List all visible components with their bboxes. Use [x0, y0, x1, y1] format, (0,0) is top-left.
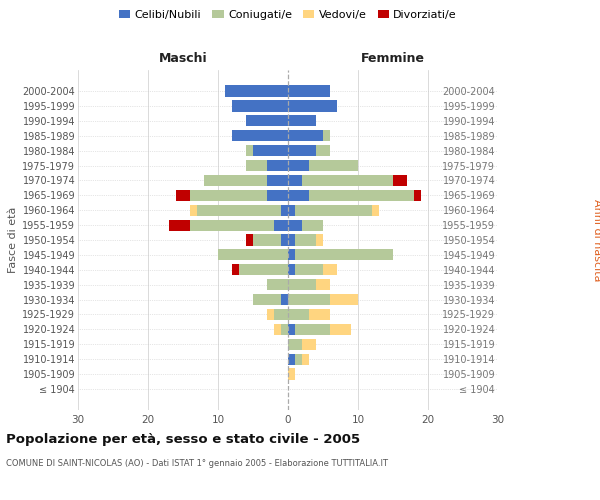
- Bar: [302, 220, 323, 230]
- Bar: [267, 190, 288, 201]
- Bar: [288, 115, 316, 126]
- Bar: [316, 279, 330, 290]
- Bar: [295, 250, 393, 260]
- Bar: [295, 324, 330, 335]
- Bar: [274, 220, 288, 230]
- Bar: [288, 338, 302, 350]
- Bar: [288, 309, 309, 320]
- Bar: [281, 204, 288, 216]
- Bar: [267, 309, 274, 320]
- Bar: [267, 175, 288, 186]
- Bar: [295, 354, 302, 365]
- Bar: [316, 234, 323, 246]
- Bar: [246, 234, 253, 246]
- Bar: [288, 130, 323, 141]
- Bar: [288, 220, 302, 230]
- Bar: [288, 294, 330, 305]
- Bar: [232, 100, 288, 112]
- Bar: [309, 309, 330, 320]
- Bar: [204, 175, 267, 186]
- Bar: [232, 130, 288, 141]
- Bar: [414, 190, 421, 201]
- Bar: [274, 309, 288, 320]
- Bar: [295, 234, 316, 246]
- Bar: [330, 294, 358, 305]
- Text: COMUNE DI SAINT-NICOLAS (AO) - Dati ISTAT 1° gennaio 2005 - Elaborazione TUTTITA: COMUNE DI SAINT-NICOLAS (AO) - Dati ISTA…: [6, 459, 388, 468]
- Bar: [288, 368, 295, 380]
- Text: Femmine: Femmine: [361, 52, 425, 65]
- Bar: [190, 220, 274, 230]
- Bar: [281, 234, 288, 246]
- Bar: [253, 294, 281, 305]
- Bar: [288, 100, 337, 112]
- Bar: [288, 324, 295, 335]
- Y-axis label: Fasce di età: Fasce di età: [8, 207, 18, 273]
- Bar: [253, 145, 288, 156]
- Bar: [295, 264, 323, 276]
- Bar: [218, 250, 288, 260]
- Bar: [197, 204, 281, 216]
- Bar: [281, 324, 288, 335]
- Bar: [288, 204, 295, 216]
- Legend: Celibi/Nubili, Coniugati/e, Vedovi/e, Divorziati/e: Celibi/Nubili, Coniugati/e, Vedovi/e, Di…: [115, 6, 461, 25]
- Bar: [372, 204, 379, 216]
- Bar: [309, 190, 414, 201]
- Bar: [288, 250, 295, 260]
- Bar: [239, 264, 288, 276]
- Bar: [323, 130, 330, 141]
- Bar: [316, 145, 330, 156]
- Bar: [295, 204, 372, 216]
- Bar: [267, 279, 288, 290]
- Bar: [281, 294, 288, 305]
- Bar: [323, 264, 337, 276]
- Bar: [288, 234, 295, 246]
- Bar: [330, 324, 351, 335]
- Bar: [176, 190, 190, 201]
- Bar: [288, 279, 316, 290]
- Bar: [288, 145, 316, 156]
- Text: Popolazione per età, sesso e stato civile - 2005: Popolazione per età, sesso e stato civil…: [6, 432, 360, 446]
- Bar: [246, 160, 267, 171]
- Bar: [169, 220, 190, 230]
- Bar: [267, 160, 288, 171]
- Bar: [288, 86, 330, 96]
- Bar: [302, 354, 309, 365]
- Bar: [302, 175, 393, 186]
- Text: Maschi: Maschi: [158, 52, 208, 65]
- Bar: [288, 190, 309, 201]
- Bar: [288, 160, 309, 171]
- Bar: [288, 264, 295, 276]
- Bar: [302, 338, 316, 350]
- Bar: [253, 234, 281, 246]
- Bar: [190, 204, 197, 216]
- Bar: [246, 115, 288, 126]
- Bar: [246, 145, 253, 156]
- Bar: [232, 264, 239, 276]
- Bar: [393, 175, 407, 186]
- Bar: [274, 324, 281, 335]
- Bar: [309, 160, 358, 171]
- Bar: [288, 175, 302, 186]
- Bar: [225, 86, 288, 96]
- Text: Anni di nascita: Anni di nascita: [592, 198, 600, 281]
- Bar: [288, 354, 295, 365]
- Bar: [190, 190, 267, 201]
